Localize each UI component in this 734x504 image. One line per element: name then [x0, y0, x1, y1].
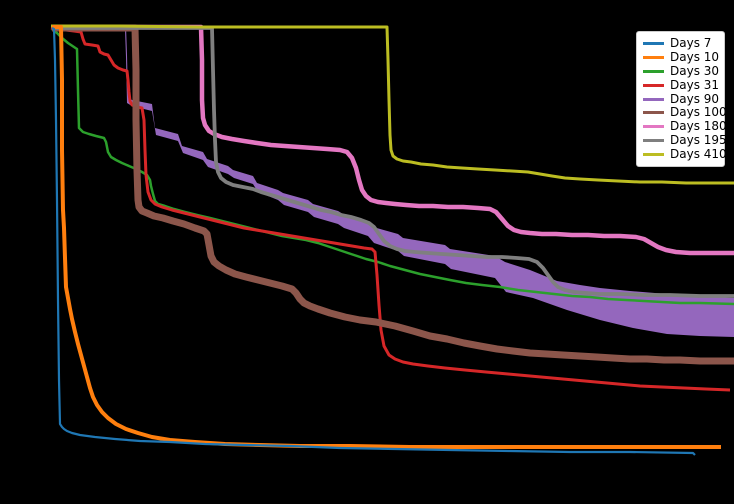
legend-label-days-90: Days 90 [670, 91, 720, 106]
legend-swatch-line-days-30 [643, 69, 664, 73]
legend-item-days-90: Days 90 [643, 91, 720, 106]
legend-label-days-100: Days 100 [670, 105, 727, 120]
legend-label-days-10: Days 10 [670, 49, 720, 64]
series-line-days-100 [52, 24, 734, 365]
series-line-days-195 [52, 26, 734, 298]
legend: Days 7 Days 10 Days 30 Days 31 Days 90 Days 1… [636, 31, 727, 167]
legend-item-days-410: Days 410 [643, 148, 727, 161]
series-band-days-90 [52, 26, 734, 337]
series-line-days-7 [51, 27, 696, 456]
legend-item-days-180: Days 180 [643, 120, 727, 133]
legend-item-days-30: Days 30 [643, 63, 720, 78]
legend-swatch-line-days-410 [643, 153, 664, 156]
legend-item-days-10: Days 10 [643, 49, 720, 64]
legend-item-days-100: Days 100 [643, 106, 727, 119]
legend-swatch-line-days-195 [643, 139, 664, 143]
series-line-days-180 [52, 24, 734, 256]
legend-item-days-195: Days 195 [643, 134, 727, 147]
legend-swatch-line-days-180 [643, 125, 664, 129]
legend-label-days-410: Days 410 [670, 147, 727, 161]
legend-item-days-7: Days 7 [643, 37, 718, 50]
legend-label-days-7: Days 7 [670, 36, 712, 50]
legend-swatch-line-days-100 [643, 111, 664, 115]
legend-swatch-line-days-10 [643, 55, 664, 59]
legend-label-days-31: Days 31 [670, 77, 720, 92]
legend-swatch-line-days-7 [643, 42, 664, 45]
legend-swatch-line-days-31 [643, 83, 664, 87]
legend-item-days-31: Days 31 [643, 77, 720, 92]
series-line-days-31 [50, 26, 731, 392]
legend-label-days-30: Days 30 [670, 63, 720, 78]
series-line-days-410 [51, 24, 734, 185]
legend-label-days-195: Days 195 [670, 133, 727, 148]
legend-swatch-line-days-90 [643, 97, 664, 101]
legend-label-days-180: Days 180 [670, 119, 727, 134]
